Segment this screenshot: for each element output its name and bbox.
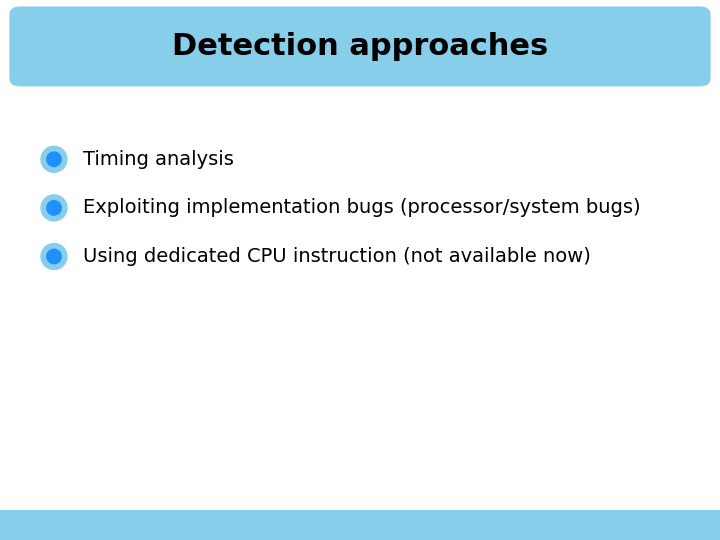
Ellipse shape bbox=[41, 195, 67, 221]
Text: Detection approaches: Detection approaches bbox=[172, 32, 548, 61]
Text: Exploiting implementation bugs (processor/system bugs): Exploiting implementation bugs (processo… bbox=[83, 198, 640, 218]
Text: Using dedicated CPU instruction (not available now): Using dedicated CPU instruction (not ava… bbox=[83, 247, 590, 266]
Ellipse shape bbox=[47, 201, 61, 215]
Ellipse shape bbox=[47, 249, 61, 264]
FancyBboxPatch shape bbox=[9, 6, 711, 86]
Ellipse shape bbox=[47, 152, 61, 166]
Ellipse shape bbox=[41, 244, 67, 269]
Ellipse shape bbox=[41, 146, 67, 172]
Text: Timing analysis: Timing analysis bbox=[83, 150, 234, 169]
FancyBboxPatch shape bbox=[0, 510, 720, 540]
